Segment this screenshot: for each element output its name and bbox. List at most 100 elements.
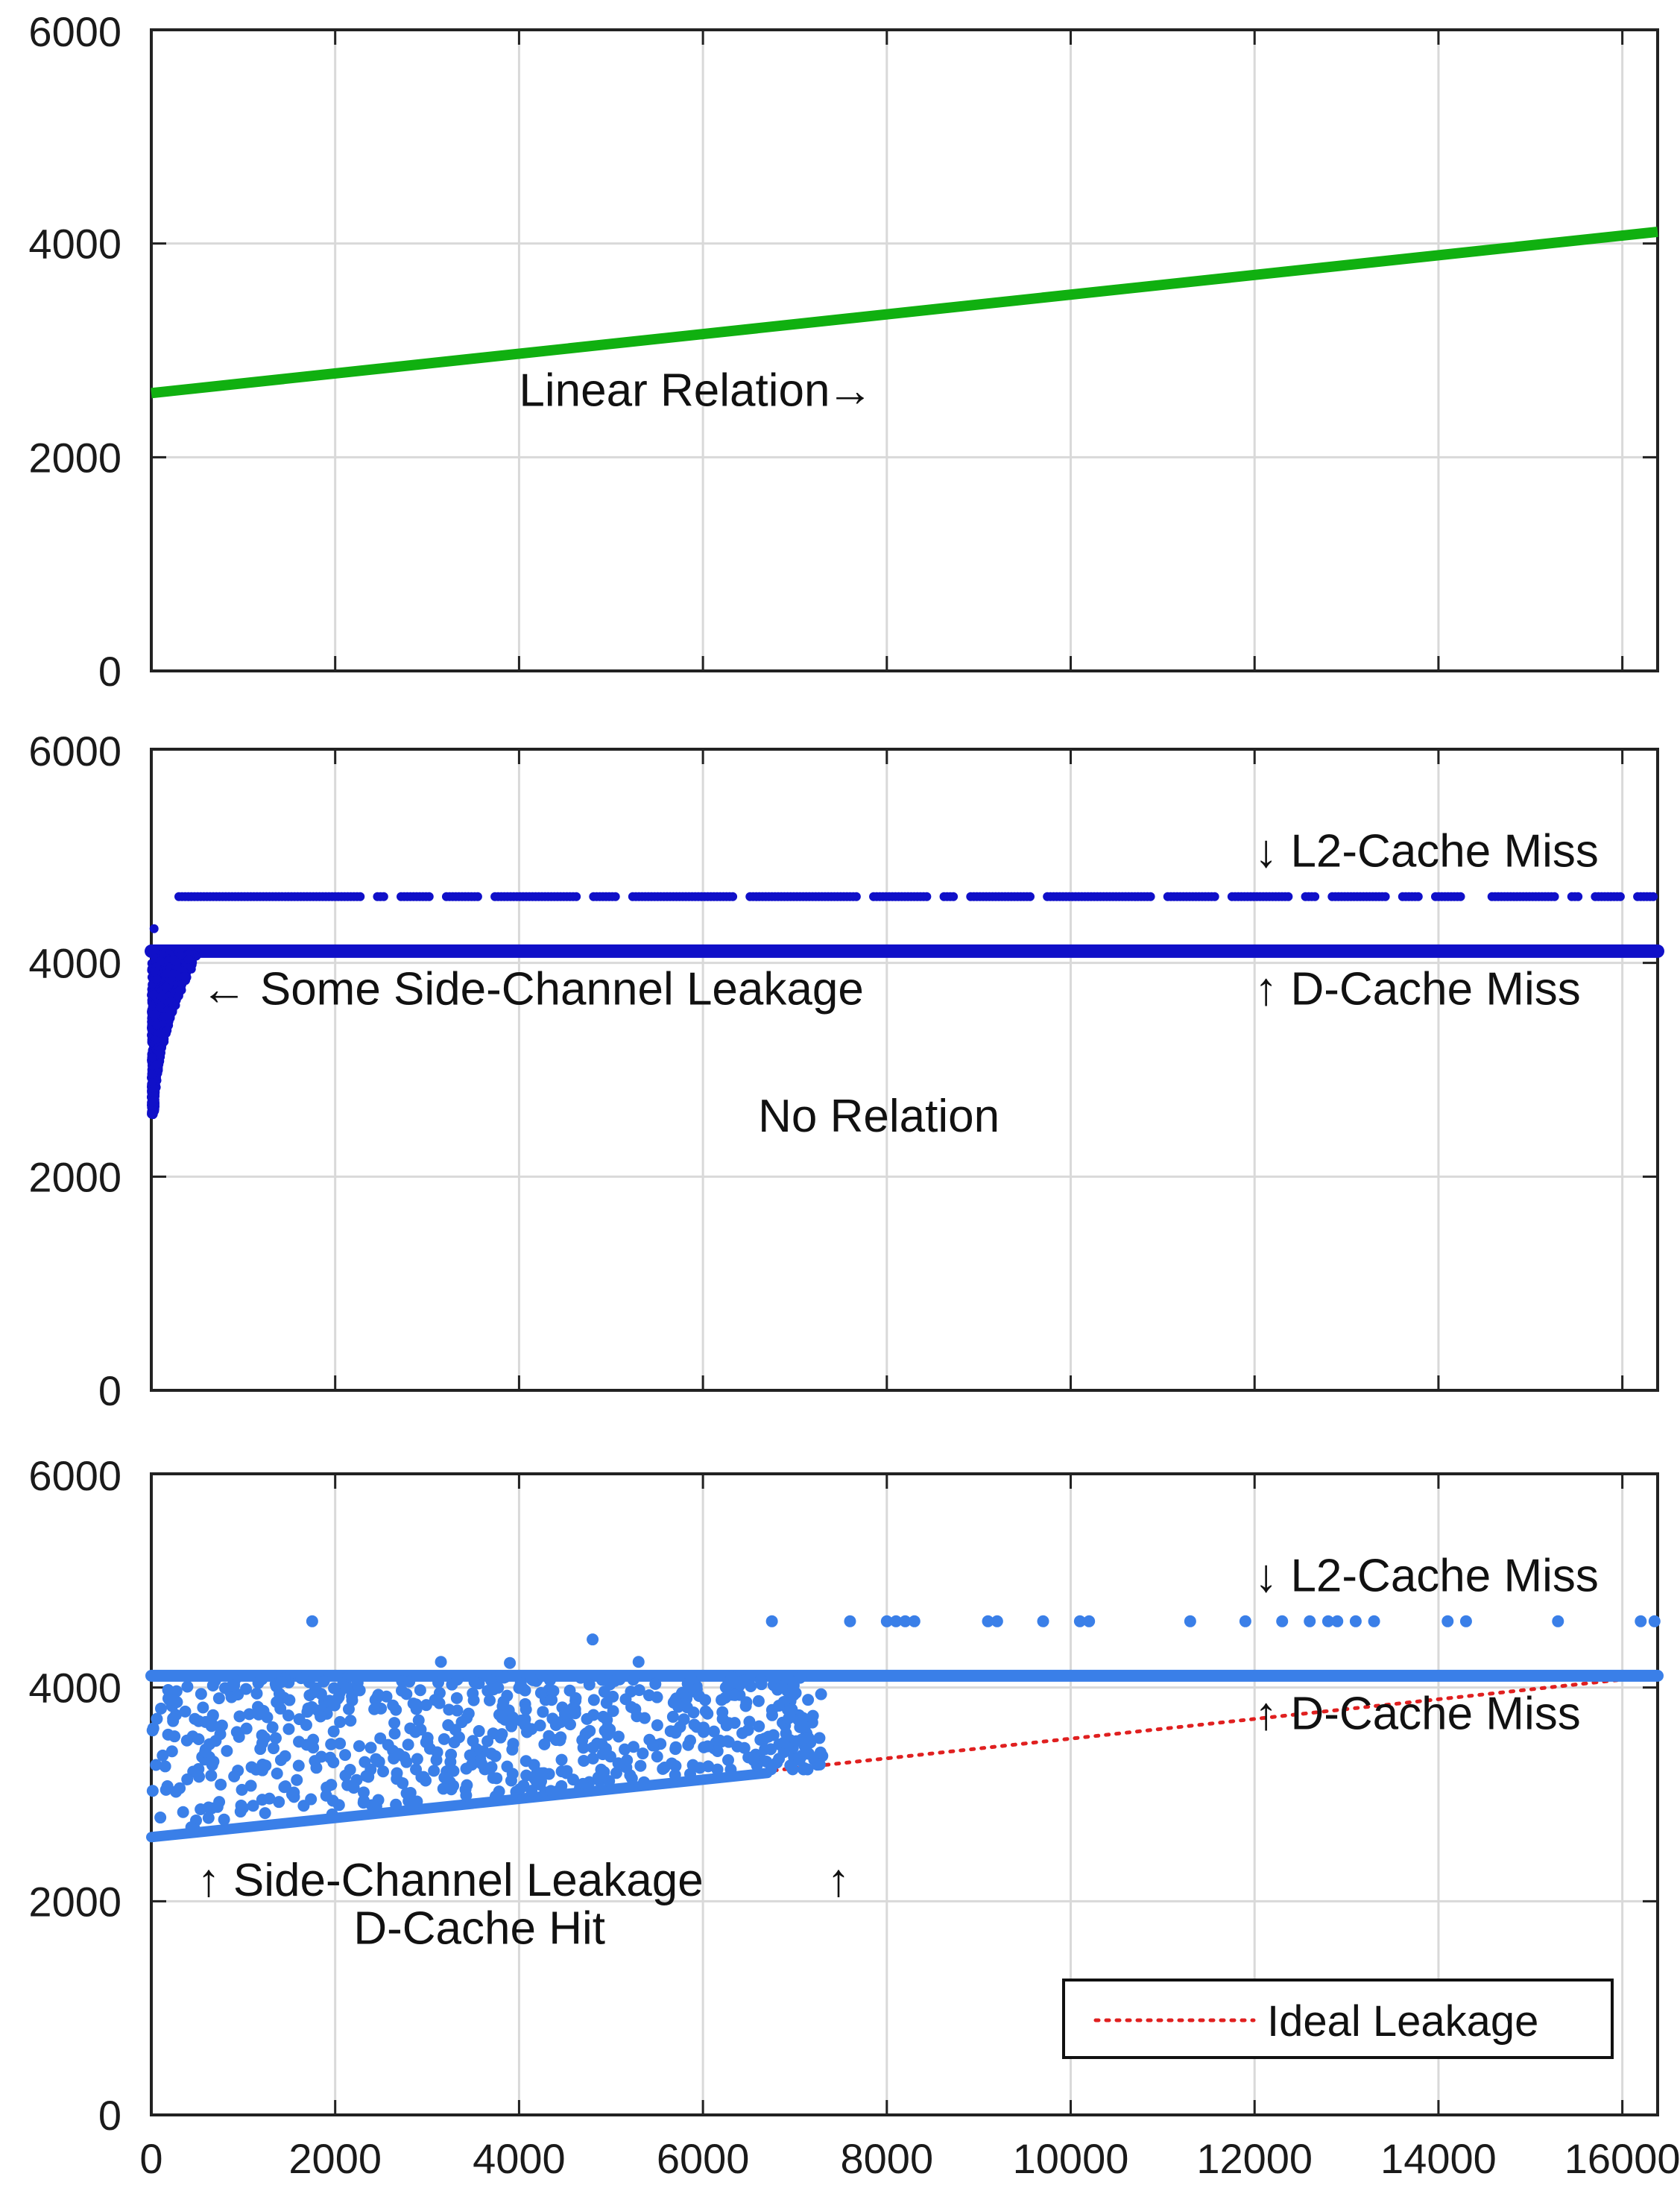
l2-cache-miss-point [908,1615,920,1627]
leakage-point [753,1720,765,1733]
leakage-point [291,1774,303,1786]
leakage-point [701,1740,714,1753]
leakage-point [784,1759,797,1772]
leakage-point [646,1739,659,1752]
leakage-point [724,1763,737,1776]
l2-cache-miss-point [1349,1615,1362,1627]
leakage-point [476,1757,488,1770]
leakage-point [649,1677,662,1690]
leakage-point [528,1759,540,1771]
leakage-point [282,1709,294,1722]
leakage-point [771,1683,784,1696]
y-tick-label: 0 [98,1367,121,1414]
leakage-point [233,1710,246,1723]
leakage-point [206,1719,219,1732]
leakage-point [263,1792,276,1805]
leakage-point [334,1715,347,1728]
leakage-point [414,1684,426,1697]
leakage-point [814,1746,827,1759]
leakage-point [666,1710,679,1723]
leakage-point [157,991,166,1001]
leakage-point [318,1675,330,1688]
leakage-point [181,1773,194,1785]
leakage-point [520,1703,532,1716]
leakage-point [581,1727,593,1739]
leakage-point [332,1799,345,1812]
leakage-point [186,962,195,971]
leakage-point [233,1730,245,1743]
leakage-point [236,1783,248,1796]
leakage-point [377,1765,390,1778]
leakage-point [651,1719,663,1732]
annotations: ↓ L2-Cache Miss ↑ D-Cache Miss ↑ Side-Chan… [198,1551,1599,1955]
annotation-label: D-Cache Hit [353,1903,605,1955]
leakage-point [247,1800,259,1812]
leakage-point [169,1709,182,1721]
x-tick-label: 10000 [1013,2135,1129,2182]
leakage-point [754,1674,767,1686]
leakage-point [490,1772,503,1785]
leakage-point [227,1679,239,1692]
leakage-point [179,1705,192,1718]
leakage-point [728,1717,741,1730]
leakage-point [168,955,178,965]
leakage-point [206,1709,219,1721]
leakage-point [266,1721,279,1733]
leakage-point [320,1789,332,1802]
leakage-point [177,1806,189,1818]
leakage-point [409,1726,422,1738]
leakage-point [446,1678,458,1691]
leakage-point [161,1779,174,1792]
leakage-point [195,1803,207,1815]
leakage-point [215,1719,228,1732]
leakage-point [806,1709,819,1722]
leakage-point [773,1753,786,1765]
leakage-point [711,1745,724,1758]
leakage-point [593,1774,606,1787]
leakage-point [449,1724,461,1736]
leakage-point [388,1727,401,1740]
leakage-point [680,1701,693,1714]
annotation-label: ↑ D-Cache Miss [1254,1689,1581,1740]
leakage-point [460,1789,473,1802]
leakage-point [638,1776,651,1788]
leakage-point [256,1729,268,1741]
leakage-point [752,1694,765,1707]
leakage-point [465,1759,478,1771]
leakage-point [637,1747,649,1760]
leakage-point [252,1677,265,1689]
leakage-point [711,1763,724,1776]
leakage-point [538,1738,551,1750]
leakage-point [607,1705,619,1718]
leakage-point [221,1744,233,1757]
x-tick-label: 16000 [1564,2135,1680,2182]
legend-box [1062,1979,1614,2059]
leakage-point [624,1769,637,1782]
leakage-point [218,1813,230,1826]
leakage-point [207,1755,220,1768]
leakage-point [514,1782,526,1795]
leakage-point [587,1709,600,1721]
y-tick-label: 6000 [28,728,121,775]
leakage-point [388,1752,400,1765]
leakage-point [334,1737,347,1750]
l2-cache-miss-point [356,892,365,901]
tick-marks [151,748,1658,1392]
leakage-point [438,1733,450,1745]
leakage-point [149,924,159,933]
leakage-point [627,1674,640,1686]
y-tick-label: 2000 [28,434,121,481]
leakage-point [244,1779,257,1792]
leakage-point [566,1702,579,1715]
leakage-point [397,1776,409,1789]
leakage-point [269,1732,282,1744]
y-tick-label: 2000 [28,1153,121,1200]
l2-cache-miss-point [610,892,620,901]
leakage-point [444,1756,457,1768]
leakage-point [603,1775,616,1788]
data-marks [145,1615,1664,1843]
annotations: ↓ L2-Cache Miss ← Some Side-Channel Leaka… [201,826,1599,1142]
l2-cache-miss-point [1635,1615,1647,1627]
leakage-point [575,1671,587,1684]
leakage-point [147,1722,160,1735]
